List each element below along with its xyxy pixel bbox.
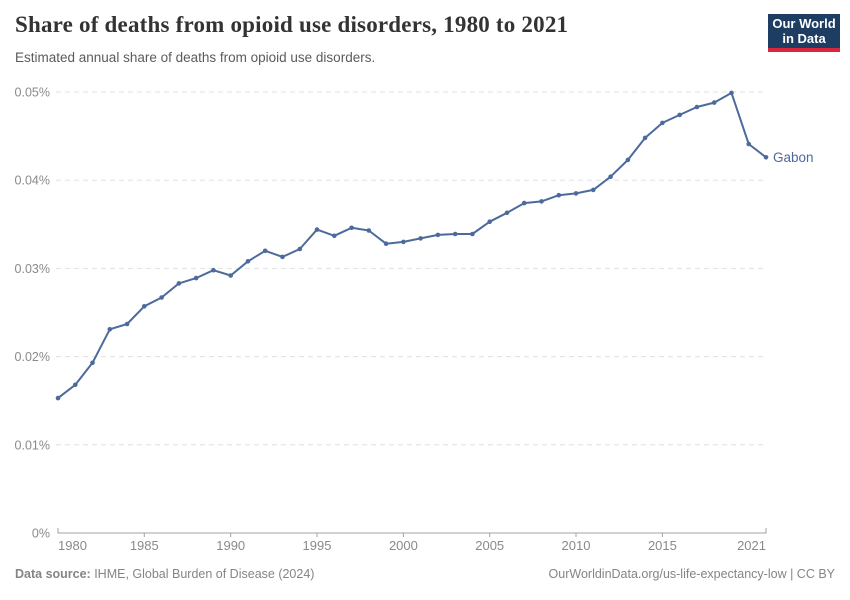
data-point-marker (573, 191, 579, 196)
data-point-marker (280, 254, 285, 260)
y-axis-tick-label: 0.03% (15, 262, 50, 276)
series-line-gabon (57, 91, 767, 400)
data-point-marker (124, 321, 130, 327)
data-point-marker (746, 141, 751, 147)
x-axis-tick-label: 1985 (130, 538, 159, 553)
data-point-marker (193, 275, 199, 281)
data-point-marker (729, 90, 734, 96)
data-point-marker (366, 228, 372, 233)
y-axis-tick-label: 0.05% (15, 86, 50, 100)
credit-link[interactable]: OurWorldinData.org/us-life-expectancy-lo… (548, 567, 835, 581)
data-point-marker (383, 241, 389, 246)
data-point-marker (591, 187, 596, 193)
data-point-marker (176, 281, 182, 286)
data-point-marker (211, 267, 216, 273)
owid-logo-line1: Our World (772, 16, 836, 31)
data-point-marker (142, 304, 147, 309)
data-point-marker (107, 327, 113, 332)
x-axis-tick-label: 2021 (737, 538, 766, 553)
x-axis-tick-label: 2010 (562, 538, 591, 553)
data-point-marker (55, 395, 61, 401)
data-point-marker (642, 135, 648, 141)
data-point-marker (660, 120, 665, 126)
data-point-marker (228, 273, 233, 278)
data-point-marker (297, 246, 303, 252)
data-point-marker (608, 174, 613, 179)
data-point-marker (677, 112, 682, 118)
x-axis-tick-label: 1995 (303, 538, 332, 553)
page-title: Share of deaths from opioid use disorder… (15, 12, 569, 37)
data-source-value: IHME, Global Burden of Disease (2024) (90, 567, 315, 581)
data-point-marker (90, 360, 95, 366)
data-point-marker (521, 200, 527, 206)
data-point-marker (349, 225, 354, 231)
x-axis-tick-label: 2000 (389, 538, 418, 553)
y-axis-tick-label: 0.02% (15, 350, 50, 364)
data-point-marker (539, 199, 544, 204)
x-axis-line (57, 528, 767, 534)
data-point-marker (418, 236, 423, 241)
x-axis-tick-label: 1980 (58, 538, 87, 553)
data-point-marker (401, 239, 406, 245)
data-source-label: Data source: (15, 567, 91, 581)
x-axis-tick-label: 1990 (216, 538, 245, 553)
data-point-marker (73, 382, 78, 388)
data-point-marker (435, 232, 441, 238)
data-point-marker (487, 219, 493, 224)
y-axis-tick-label: 0.04% (15, 174, 50, 188)
data-point-marker (504, 210, 510, 216)
chart-footer: Data source: IHME, Global Burden of Dise… (15, 567, 835, 581)
owid-logo-line2: in Data (782, 31, 826, 46)
x-axis-tick-label: 2005 (475, 538, 504, 553)
data-point-marker (625, 157, 631, 163)
data-point-marker (694, 104, 700, 110)
y-axis-tick-label: 0.01% (15, 438, 50, 452)
data-point-marker (332, 233, 337, 239)
data-point-marker (763, 155, 769, 160)
x-axis-tick-label: 2015 (648, 538, 677, 553)
data-point-marker (470, 231, 475, 237)
data-point-marker (452, 231, 458, 237)
data-source: Data source: IHME, Global Burden of Dise… (15, 567, 314, 581)
series-label: Gabon (773, 150, 814, 165)
data-point-marker (245, 259, 251, 264)
owid-logo[interactable]: Our World in Data (768, 14, 840, 52)
data-point-marker (159, 295, 164, 300)
data-point-marker (711, 100, 717, 105)
y-axis-tick-label: 0% (32, 527, 50, 541)
page-subtitle: Estimated annual share of deaths from op… (15, 50, 376, 65)
data-point-marker (556, 192, 562, 198)
data-point-marker (262, 248, 268, 254)
data-point-marker (314, 227, 320, 232)
